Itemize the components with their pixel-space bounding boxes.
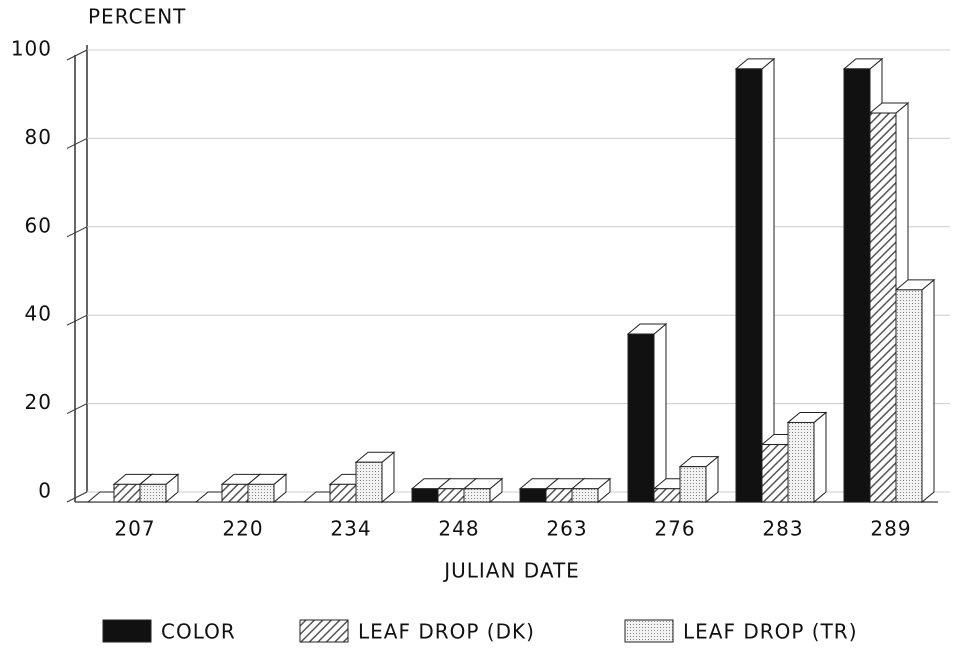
bar [329,483,357,503]
y-tick [66,403,88,415]
x-tick-label: 234 [330,517,371,541]
bar [437,488,465,503]
bar [139,483,167,503]
legend-label: LEAF DROP (TR) [683,620,858,644]
x-tick-label: 248 [438,517,479,541]
legend-label: COLOR [161,620,236,644]
y-tick [66,491,88,503]
y-tick [66,314,88,326]
legend-swatch [624,619,674,643]
x-axis-title: JULIAN DATE [442,559,580,583]
bar [679,466,707,503]
bar-side [813,411,827,504]
y-tick-label: 80 [25,125,52,149]
legend-label: LEAF DROP (DK) [358,620,535,644]
bar-side [653,322,667,504]
bar [627,333,655,503]
bar [545,488,573,503]
y-axis-title: PERCENT [88,5,186,29]
bar [571,488,599,503]
bar [355,461,383,503]
bar [895,289,923,503]
y-tick-label: 60 [25,213,52,237]
x-tick-label: 207 [114,517,155,541]
x-tick-label: 220 [222,517,263,541]
bar [869,112,897,503]
bar [463,488,491,503]
y-tick [66,49,88,61]
bar [113,483,141,503]
bar [653,488,681,503]
y-tick [66,226,88,238]
y-tick-label: 100 [11,37,52,61]
bar [761,444,789,503]
legend-swatch [102,619,152,643]
x-tick-label: 276 [654,517,695,541]
y-tick [66,137,88,149]
bar [519,488,547,503]
bar [411,488,439,503]
bar [787,421,815,503]
bar-side [921,278,935,504]
y-tick-label: 40 [25,302,52,326]
legend-swatch [299,619,349,643]
y-tick-label: 20 [25,390,52,414]
bar [843,68,871,503]
bar [247,483,275,503]
x-tick-label: 289 [870,517,911,541]
x-tick-label: 263 [546,517,587,541]
x-tick-label: 283 [762,517,803,541]
bar [735,68,763,503]
bar [221,483,249,503]
y-tick-label: 0 [38,479,52,503]
